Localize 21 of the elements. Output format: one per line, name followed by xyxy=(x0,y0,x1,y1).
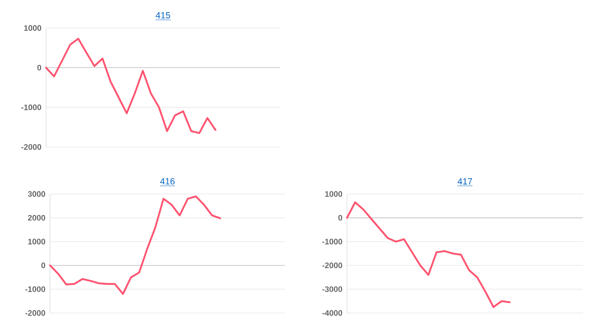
y-tick-label: -1000 xyxy=(21,104,42,110)
y-tick-label: 2000 xyxy=(28,214,46,221)
y-tick-label: 0 xyxy=(37,64,42,70)
y-tick-label: -1000 xyxy=(322,238,342,244)
line-series xyxy=(346,201,511,308)
y-tick-label: 1000 xyxy=(24,25,42,31)
y-tick-label: -1000 xyxy=(25,286,46,292)
line-series xyxy=(49,195,222,295)
y-tick-label: 0 xyxy=(41,262,46,268)
y-tick-label: 1000 xyxy=(28,238,46,244)
y-tick-label: -2000 xyxy=(25,310,46,316)
y-tick-label: -2000 xyxy=(21,144,42,150)
y-tick-label: -3000 xyxy=(322,286,342,292)
chart-title: 417 xyxy=(458,178,472,184)
y-tick-label: -4000 xyxy=(322,310,342,316)
y-tick-label: 3000 xyxy=(28,191,46,197)
chart-title: 415 xyxy=(156,12,170,18)
chart-title: 416 xyxy=(160,178,175,184)
y-tick-label: 1000 xyxy=(325,191,342,197)
y-tick-label: 0 xyxy=(338,214,342,221)
y-tick-label: -2000 xyxy=(322,262,342,268)
